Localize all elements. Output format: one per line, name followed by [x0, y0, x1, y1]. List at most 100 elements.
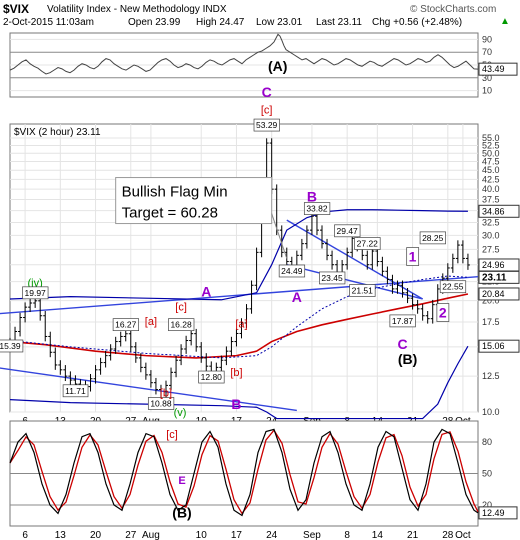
price-tick-label: 50.0 — [482, 148, 500, 158]
wave-label: 28.25 — [422, 233, 444, 243]
price-panel-frame — [9, 123, 479, 413]
wave-label: C — [262, 84, 272, 100]
wave-label: 22.55 — [442, 282, 464, 292]
wave-label: 23.45 — [321, 273, 343, 283]
low-value: Low 23.01 — [256, 17, 303, 28]
price-callout-box — [389, 314, 416, 328]
price-tick-label: 27.5 — [482, 244, 500, 254]
price-tick-label: 20.0 — [482, 296, 500, 306]
wave-label: 29.47 — [337, 226, 359, 236]
wave-label: [c] — [261, 105, 273, 117]
stoch-line — [9, 428, 479, 517]
price-callout-box — [439, 280, 467, 294]
rsi-tick-label: 90 — [482, 34, 492, 44]
wave-label: 15.39 — [0, 341, 21, 351]
stoch-date-label: 17 — [231, 530, 243, 540]
price-callout-box — [349, 284, 376, 297]
price-badge — [478, 270, 520, 284]
wave-label: 12.80 — [201, 372, 223, 382]
rsi-last-badge — [478, 62, 518, 76]
wave-label: C — [397, 336, 407, 352]
wave-label: 21.51 — [352, 286, 374, 296]
price-tick-label: 37.5 — [482, 195, 500, 205]
wave-label: 16.28 — [170, 320, 192, 330]
price-badge — [478, 287, 520, 301]
price-callout-box — [278, 264, 306, 278]
wave-label: 19.97 — [25, 288, 47, 298]
price-badge-value: 24.96 — [482, 260, 505, 270]
price-callout-box — [22, 286, 49, 300]
stoch-date-label: Sep — [303, 530, 321, 540]
rsi-wave-label: (A) — [268, 58, 287, 74]
trend-line — [286, 219, 423, 300]
stoch-date-label: 28 — [442, 530, 454, 540]
wave-label: 2 — [439, 305, 447, 321]
price-callout-box — [168, 318, 195, 332]
timestamp: 2-Oct-2015 11:03am — [3, 17, 94, 28]
price-badge-value: 20.84 — [482, 289, 505, 299]
wave-label: [a] — [235, 319, 247, 331]
wave-label: [b] — [160, 388, 172, 400]
stoch-date-label: 24 — [266, 530, 278, 540]
callout-pointer — [271, 213, 288, 259]
price-tick-label: 47.5 — [482, 157, 500, 167]
wave-label: [b] — [230, 367, 242, 379]
callout-line-2: Target = 60.28 — [122, 205, 218, 222]
price-callout-box — [112, 318, 139, 332]
price-callout-box — [406, 247, 420, 266]
stoch-date-label: 21 — [407, 530, 419, 540]
price-callout-box — [147, 397, 175, 410]
price-badge-value: 23.11 — [482, 272, 507, 283]
rsi-tick-label: 10 — [482, 86, 492, 96]
price-tick-label: 30.0 — [482, 230, 500, 240]
price-panel-title: $VIX (2 hour) 23.11 — [14, 127, 101, 138]
stoch-date-label: 10 — [196, 530, 208, 540]
wave-label: 33.82 — [306, 204, 328, 214]
wave-label: 24.49 — [281, 266, 303, 276]
price-badge — [478, 339, 520, 353]
stoch-date-label: Oct — [455, 530, 471, 540]
wave-label: (B) — [398, 351, 417, 367]
stoch-signal-line — [9, 429, 479, 515]
wave-label: B — [231, 396, 241, 412]
rsi-tick-label: 70 — [482, 47, 492, 57]
price-tick-label: 12.5 — [482, 371, 500, 381]
mid-band-line — [9, 275, 468, 359]
price-callout-box — [0, 339, 24, 353]
price-badge-value: 15.06 — [482, 341, 505, 351]
wave-label: 17.87 — [392, 316, 414, 326]
callout-box — [115, 177, 273, 225]
stoch-tick-label: 20 — [482, 500, 492, 510]
price-callout-box — [354, 237, 381, 250]
price-callout-box — [334, 224, 361, 238]
stoch-date-label: 27 — [125, 530, 137, 540]
wave-label: 11.71 — [65, 386, 86, 396]
open-value: Open 23.99 — [128, 17, 181, 28]
stoch-wave-label: [c] — [166, 429, 178, 441]
price-tick-label: 32.5 — [482, 218, 500, 228]
stoch-date-label: Aug — [142, 530, 160, 540]
index-name: Volatility Index - New Methodology INDX — [47, 4, 227, 15]
price-tick-label: 45.0 — [482, 165, 500, 175]
callout-line-1: Bullish Flag Min — [122, 184, 228, 201]
trend-line — [286, 264, 423, 300]
wave-label: 10.88 — [150, 398, 172, 408]
price-badge — [478, 204, 520, 218]
stoch-tick-label: 50 — [482, 469, 492, 479]
stoch-tick-label: 80 — [482, 437, 492, 447]
wave-label: 16.27 — [115, 320, 137, 330]
wave-label: [c] — [175, 302, 187, 314]
price-tick-label: 17.5 — [482, 317, 500, 327]
band-line — [9, 209, 468, 301]
stoch-date-label: 20 — [90, 530, 102, 540]
price-tick-label: 10.0 — [482, 407, 500, 417]
price-tick-label: 40.0 — [482, 184, 500, 194]
price-callout-box — [319, 271, 346, 285]
stoch-wave-label: (v) — [174, 407, 187, 419]
wave-label: A — [292, 289, 302, 305]
band-line — [9, 345, 469, 420]
wave-label: A — [201, 284, 211, 300]
price-callout-box — [198, 370, 225, 384]
stoch-date-label: 8 — [344, 530, 350, 540]
